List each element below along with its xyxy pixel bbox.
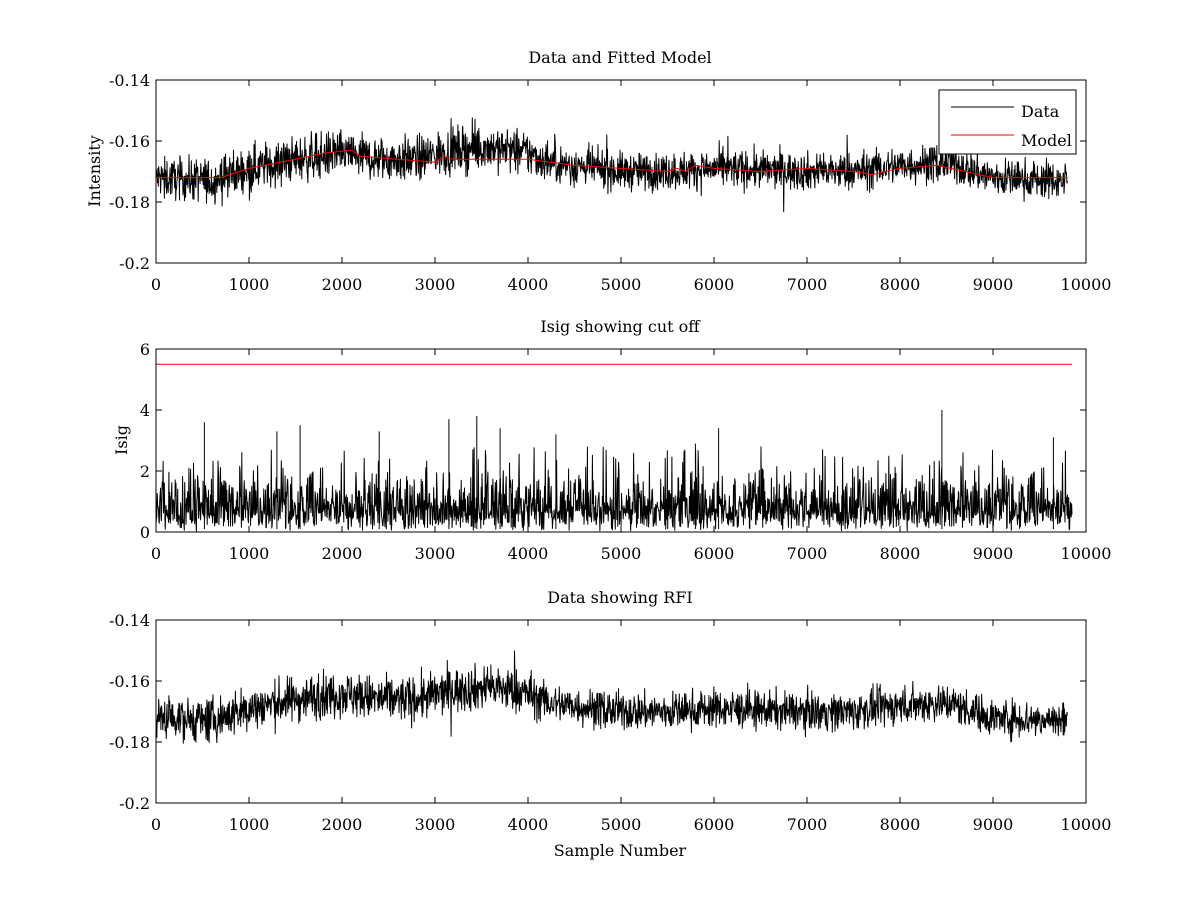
x-tick-label: 1000 bbox=[229, 275, 270, 294]
x-tick-label: 9000 bbox=[973, 815, 1014, 834]
x-tick-label: 0 bbox=[151, 815, 161, 834]
x-tick-label: 6000 bbox=[694, 544, 735, 563]
x-tick-label: 0 bbox=[151, 275, 161, 294]
x-tick-label: 1000 bbox=[229, 544, 270, 563]
y-tick-label: -0.14 bbox=[109, 611, 150, 630]
y-tick-label: -0.16 bbox=[109, 672, 150, 691]
x-tick-label: 4000 bbox=[508, 275, 549, 294]
x-tick-label: 10000 bbox=[1061, 275, 1112, 294]
x-tick-label: 6000 bbox=[694, 815, 735, 834]
x-tick-label: 10000 bbox=[1061, 815, 1112, 834]
x-tick-label: 9000 bbox=[973, 275, 1014, 294]
x-tick-label: 9000 bbox=[973, 544, 1014, 563]
y-axis: -0.2 -0.18 -0.16 -0.14 bbox=[109, 611, 1086, 813]
y-axis-label: Intensity bbox=[85, 135, 104, 207]
y-tick-label: -0.2 bbox=[119, 794, 150, 813]
y-axis-label: Isig bbox=[112, 425, 131, 455]
y-tick-label: 6 bbox=[140, 340, 150, 359]
x-tick-label: 8000 bbox=[880, 544, 921, 563]
panel-title: Isig showing cut off bbox=[540, 317, 701, 336]
plot-area bbox=[155, 363, 1073, 532]
x-tick-label: 2000 bbox=[322, 275, 363, 294]
x-tick-label: 7000 bbox=[787, 815, 828, 834]
x-axis-label: Sample Number bbox=[554, 841, 687, 860]
panel-title: Data and Fitted Model bbox=[528, 48, 711, 67]
y-tick-label: -0.16 bbox=[109, 132, 150, 151]
x-tick-label: 5000 bbox=[601, 544, 642, 563]
y-tick-label: -0.18 bbox=[109, 733, 150, 752]
panel-data-showing-rfi: Data showing RFI 0 1000 2000 3000 4000 5000 60… bbox=[109, 588, 1111, 860]
y-tick-label: 4 bbox=[140, 401, 150, 420]
x-tick-label: 6000 bbox=[694, 275, 735, 294]
plot-area bbox=[155, 117, 1068, 213]
x-axis: 0 1000 2000 3000 4000 5000 6000 7000 8000 9000 100… bbox=[151, 349, 1112, 563]
y-tick-label: -0.14 bbox=[109, 71, 150, 90]
y-axis: -0.2 -0.18 -0.16 -0.14 bbox=[109, 71, 1086, 273]
x-tick-label: 10000 bbox=[1061, 544, 1112, 563]
panel-data-fitted-model: Data and Fitted Model Intensity 0 1000 200… bbox=[85, 48, 1111, 294]
series-data-line bbox=[155, 117, 1068, 213]
x-tick-label: 2000 bbox=[322, 815, 363, 834]
x-tick-label: 5000 bbox=[601, 275, 642, 294]
y-tick-label: -0.2 bbox=[119, 254, 150, 273]
y-tick-label: -0.18 bbox=[109, 193, 150, 212]
panel-isig-cut-off: Isig showing cut off Isig 0 1000 2000 3000 4… bbox=[112, 317, 1111, 563]
x-axis: 0 1000 2000 3000 4000 5000 6000 7000 8000 9000 100… bbox=[151, 620, 1112, 834]
x-tick-label: 8000 bbox=[880, 275, 921, 294]
series-isig-line bbox=[155, 410, 1073, 532]
panel-title: Data showing RFI bbox=[547, 588, 692, 607]
x-axis: 0 1000 2000 3000 4000 5000 6000 7000 8000 9000 100… bbox=[151, 80, 1112, 294]
x-tick-label: 1000 bbox=[229, 815, 270, 834]
x-tick-label: 3000 bbox=[415, 815, 456, 834]
x-tick-label: 7000 bbox=[787, 275, 828, 294]
x-tick-label: 7000 bbox=[787, 544, 828, 563]
y-axis: 0 2 4 6 bbox=[140, 340, 1086, 542]
plot-area bbox=[155, 650, 1068, 744]
legend-box bbox=[938, 89, 1077, 155]
x-tick-label: 2000 bbox=[322, 544, 363, 563]
x-tick-label: 3000 bbox=[415, 275, 456, 294]
y-tick-label: 0 bbox=[140, 523, 150, 542]
x-tick-label: 5000 bbox=[601, 815, 642, 834]
x-tick-label: 3000 bbox=[415, 544, 456, 563]
x-tick-label: 8000 bbox=[880, 815, 921, 834]
x-tick-label: 4000 bbox=[508, 544, 549, 563]
series-model-line bbox=[156, 149, 1068, 179]
legend-label-model: Model bbox=[1021, 131, 1072, 150]
series-data-line bbox=[155, 650, 1068, 744]
y-tick-label: 2 bbox=[140, 462, 150, 481]
x-tick-label: 4000 bbox=[508, 815, 549, 834]
x-tick-label: 0 bbox=[151, 544, 161, 563]
legend: Data Model bbox=[938, 89, 1077, 155]
legend-label-data: Data bbox=[1021, 102, 1060, 121]
